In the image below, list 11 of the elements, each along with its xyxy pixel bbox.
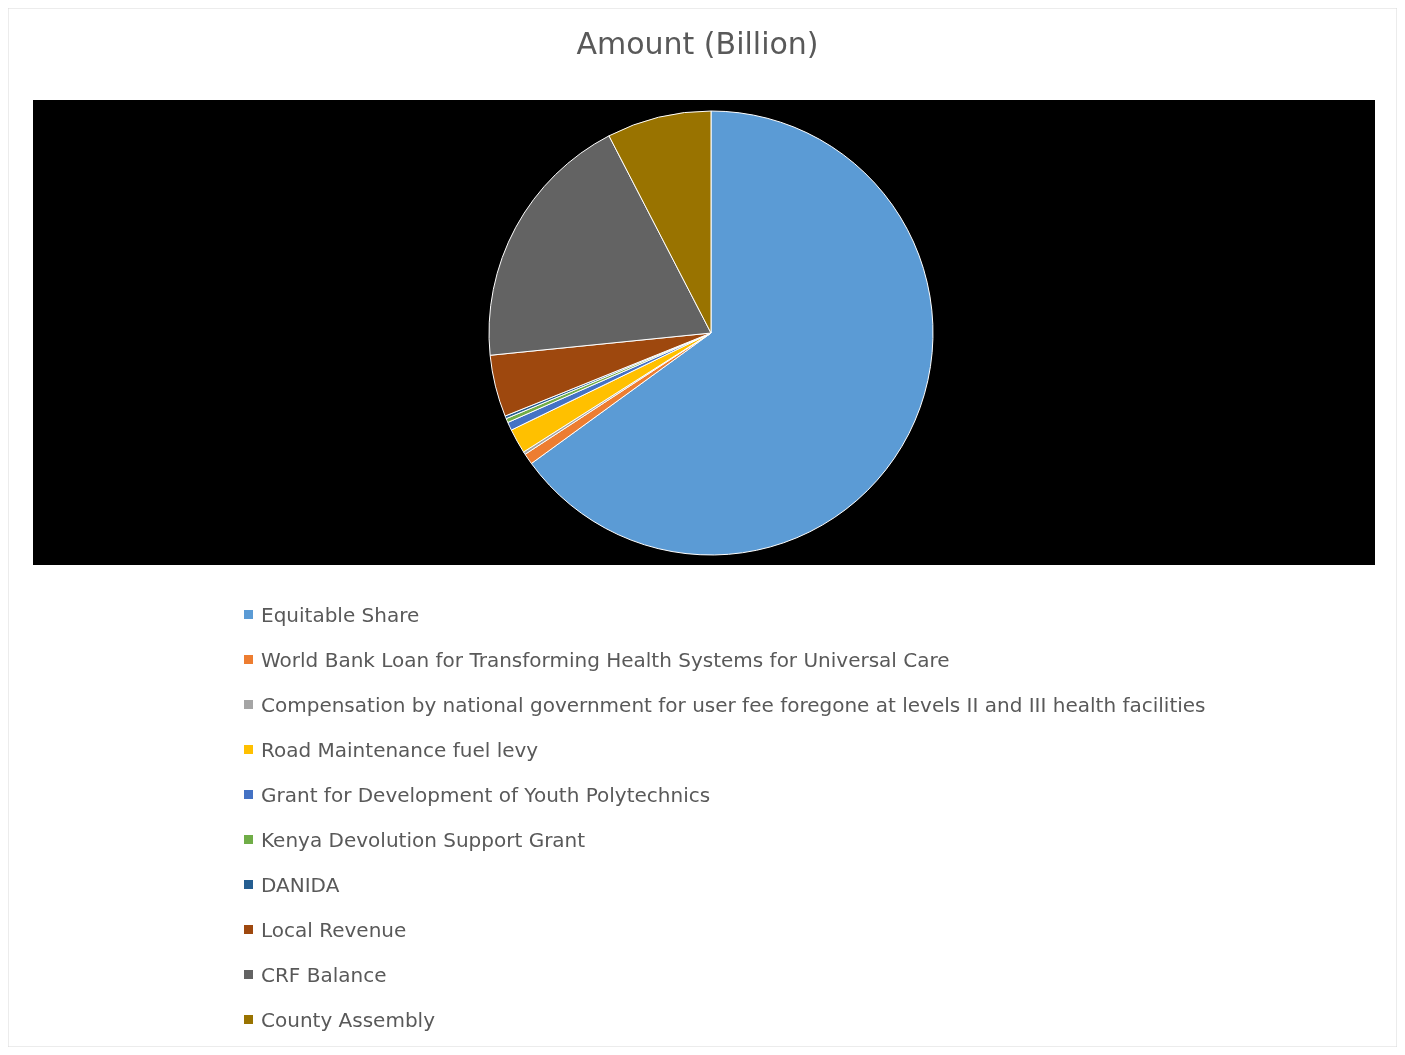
legend-label: Equitable Share (261, 603, 420, 627)
legend-label: Kenya Devolution Support Grant (261, 828, 586, 852)
legend-label: World Bank Loan for Transforming Health Systems for Universal Care (261, 648, 950, 672)
legend-label: CRF Balance (261, 963, 387, 987)
legend-label: Compensation by national government for user fee foregone at levels II and III health facilities (261, 693, 1206, 717)
legend-label: Local Revenue (261, 918, 407, 942)
legend-label: Grant for Development of Youth Polytechnics (261, 783, 711, 807)
chart-title: Amount (Billion) (576, 26, 819, 61)
legend-label: DANIDA (261, 873, 340, 897)
legend-label: County Assembly (261, 1008, 436, 1032)
legend-label: Road Maintenance fuel levy (261, 738, 539, 762)
